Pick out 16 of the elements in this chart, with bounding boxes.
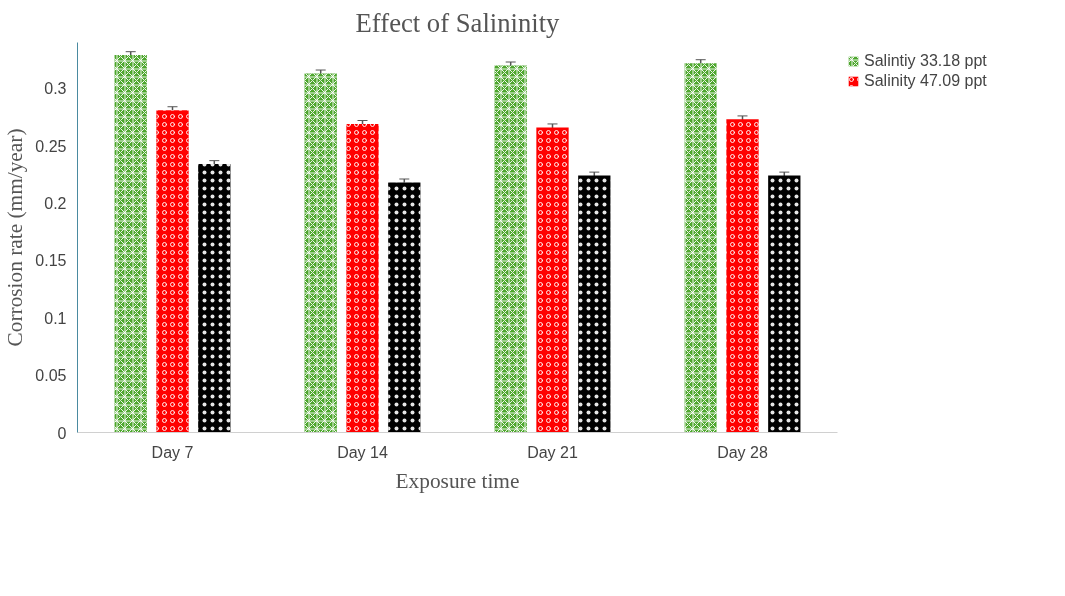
y-tick-label: 0.3	[44, 80, 67, 98]
y-tick-label: 0.15	[35, 252, 67, 270]
y-tick-label: 0.2	[44, 195, 67, 213]
x-tick-label: Day 28	[717, 443, 768, 461]
y-tick-label: 0.25	[35, 137, 67, 155]
chart-title: Effect of Salininity	[355, 7, 561, 38]
x-tick-label: Day 21	[527, 443, 578, 461]
y-axis-title: Corrosion rate (mm/year)	[3, 128, 28, 347]
legend-label: Salintiy 33.18 ppt	[864, 52, 987, 70]
x-tick-label: Day 14	[337, 443, 388, 461]
x-tick-label: Day 7	[151, 443, 194, 461]
y-tick-label: 0.1	[44, 309, 67, 327]
y-tick-label: 0	[57, 424, 67, 442]
x-axis-title: Exposure time	[395, 468, 520, 493]
legend-label: Salinity 47.09 ppt	[864, 72, 987, 90]
y-tick-label: 0.05	[35, 367, 67, 385]
